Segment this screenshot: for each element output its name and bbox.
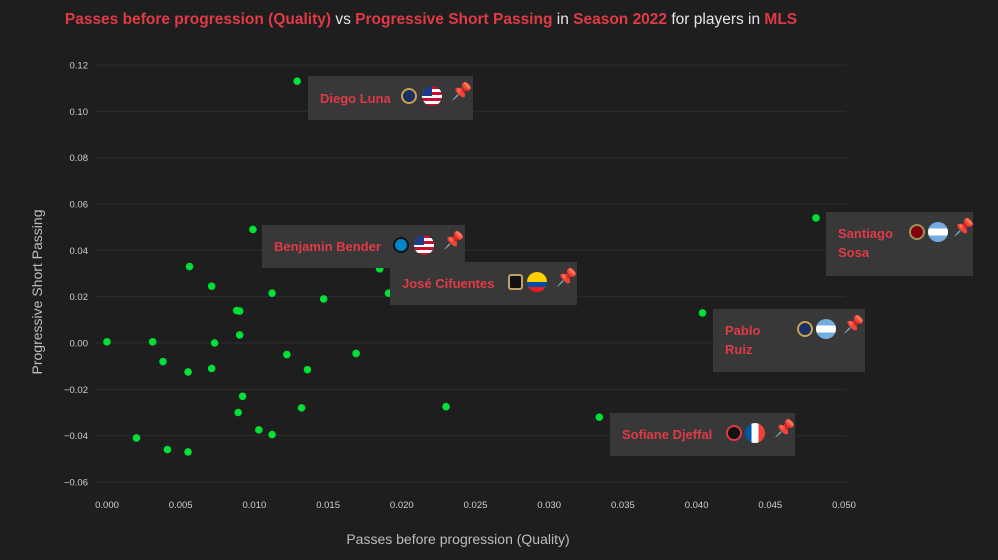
data-point[interactable] xyxy=(319,295,328,303)
atlanta-united-crest-icon xyxy=(909,224,925,240)
y-tick-label: 0.10 xyxy=(70,107,89,118)
player-name: José Cifuentes xyxy=(402,276,495,291)
title-sep-vs: vs xyxy=(331,11,356,28)
lafc-crest-icon xyxy=(508,274,523,290)
x-tick-labels: 0.000 0.005 0.010 0.015 0.020 0.025 0.030 0.035… xyxy=(95,500,856,511)
pin-icon[interactable]: 📌 xyxy=(843,315,865,334)
y-tick-label: 0.08 xyxy=(70,153,89,164)
x-axis-title: Passes before progression (Quality) xyxy=(346,531,569,547)
data-point[interactable] xyxy=(303,365,312,374)
x-tick-label: 0.030 xyxy=(537,500,561,511)
charlotte-fc-crest-icon xyxy=(393,237,409,253)
data-point[interactable] xyxy=(293,77,301,86)
data-point[interactable] xyxy=(442,402,450,411)
data-points xyxy=(103,77,820,456)
data-point[interactable] xyxy=(812,214,820,222)
dc-united-crest-icon xyxy=(726,425,742,441)
player-name: Pablo Ruiz xyxy=(725,323,761,357)
data-point[interactable] xyxy=(132,434,141,442)
title-sep-in: in xyxy=(552,11,574,28)
x-tick-label: 0.040 xyxy=(685,500,709,511)
data-point[interactable] xyxy=(103,338,111,346)
x-tick-label: 0.025 xyxy=(464,500,488,511)
data-point[interactable] xyxy=(297,404,306,412)
data-point[interactable] xyxy=(249,225,257,234)
data-point[interactable] xyxy=(698,309,707,317)
player-card-benjamin-bender[interactable]: Benjamin Bender 📌 xyxy=(262,225,465,268)
y-tick-label: 0.02 xyxy=(70,292,89,303)
data-point[interactable] xyxy=(159,357,167,366)
real-salt-lake-crest-icon xyxy=(401,88,417,104)
player-card-santiago-sosa[interactable]: Santiago Sosa 📌 xyxy=(826,212,975,276)
y-tick-labels: 0.12 0.10 0.08 0.06 0.04 0.02 0.00 −0.02 −0.04 −0… xyxy=(64,61,88,489)
title-metric-y: Progressive Short Passing xyxy=(355,11,553,28)
x-tick-label: 0.005 xyxy=(169,500,193,511)
data-point[interactable] xyxy=(210,339,219,347)
y-tick-label: 0.12 xyxy=(70,61,89,72)
player-name: Sofiane Djeffal xyxy=(622,427,713,442)
data-point[interactable] xyxy=(235,307,244,315)
ecuador-flag-icon xyxy=(527,272,547,292)
france-flag-icon xyxy=(745,423,765,443)
y-tick-label: 0.06 xyxy=(70,200,89,211)
title-metric-x: Passes before progression (Quality) xyxy=(64,11,332,28)
player-name: Diego Luna xyxy=(320,91,391,106)
data-point[interactable] xyxy=(234,408,242,417)
data-point[interactable] xyxy=(238,392,247,401)
argentina-flag-icon xyxy=(928,222,948,242)
real-salt-lake-crest-icon xyxy=(797,321,813,337)
data-point[interactable] xyxy=(595,413,604,421)
x-tick-label: 0.035 xyxy=(611,500,635,511)
x-tick-label: 0.045 xyxy=(758,500,782,511)
data-point[interactable] xyxy=(235,331,244,339)
y-tick-label: −0.06 xyxy=(64,478,88,489)
pin-icon[interactable]: 📌 xyxy=(556,268,578,287)
data-point[interactable] xyxy=(268,289,276,297)
player-name: Santiago Sosa xyxy=(838,226,893,260)
data-point[interactable] xyxy=(184,368,192,376)
usa-flag-icon xyxy=(414,235,434,255)
pin-icon[interactable]: 📌 xyxy=(451,82,473,101)
title-sep-for: for players in xyxy=(667,11,765,28)
x-tick-label: 0.050 xyxy=(832,500,856,511)
x-tick-label: 0.000 xyxy=(95,500,119,511)
pin-icon[interactable]: 📌 xyxy=(443,231,465,250)
x-tick-label: 0.015 xyxy=(316,500,340,511)
grid xyxy=(95,64,846,483)
usa-flag-icon xyxy=(422,86,442,106)
player-card-sofiane-djeffal[interactable]: Sofiane Djeffal 📌 xyxy=(610,413,795,456)
y-tick-label: 0.04 xyxy=(70,246,89,257)
pin-icon[interactable]: 📌 xyxy=(774,419,796,438)
data-point[interactable] xyxy=(283,350,291,359)
y-axis-title: Progressive Short Passing xyxy=(29,210,45,375)
pin-icon[interactable]: 📌 xyxy=(953,218,975,237)
data-point[interactable] xyxy=(148,338,157,346)
y-tick-label: −0.04 xyxy=(64,431,88,442)
data-point[interactable] xyxy=(255,426,263,434)
title-season: Season 2022 xyxy=(573,11,668,28)
player-card-pablo-ruiz[interactable]: Pablo Ruiz 📌 xyxy=(713,309,865,372)
y-tick-label: 0.00 xyxy=(70,339,89,350)
data-point[interactable] xyxy=(163,445,172,454)
data-point[interactable] xyxy=(352,349,360,358)
data-point[interactable] xyxy=(268,430,276,439)
y-tick-label: −0.02 xyxy=(64,385,88,396)
data-point[interactable] xyxy=(185,262,194,271)
data-point[interactable] xyxy=(184,448,192,456)
chart-title: Passes before progression (Quality) vs P… xyxy=(0,11,862,29)
player-name: Benjamin Bender xyxy=(274,239,381,254)
player-card-jose-cifuentes[interactable]: José Cifuentes 📌 xyxy=(390,262,577,305)
argentina-flag-icon xyxy=(816,319,836,339)
data-point[interactable] xyxy=(207,364,216,373)
data-point[interactable] xyxy=(207,282,216,291)
x-tick-label: 0.020 xyxy=(390,500,414,511)
x-tick-label: 0.010 xyxy=(243,500,267,511)
title-league: MLS xyxy=(764,11,798,28)
player-card-diego-luna[interactable]: Diego Luna 📌 xyxy=(308,76,473,120)
